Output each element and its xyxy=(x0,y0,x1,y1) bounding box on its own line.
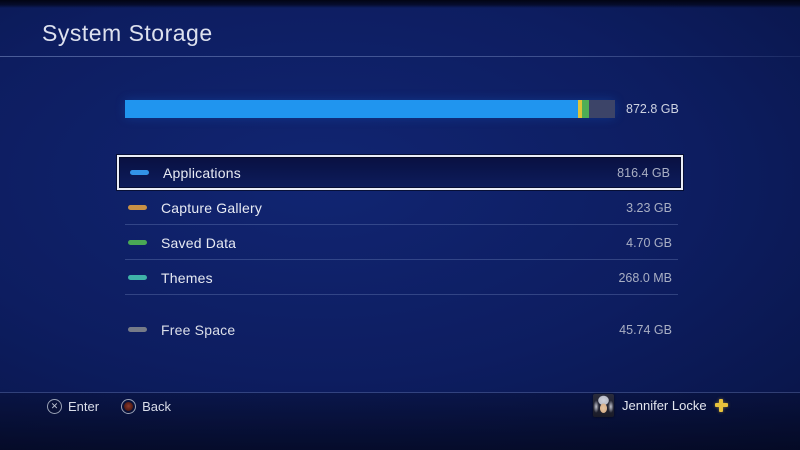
avatar xyxy=(593,393,614,417)
category-size: 4.70 GB xyxy=(626,235,672,250)
category-size: 45.74 GB xyxy=(619,322,672,337)
category-size: 268.0 MB xyxy=(618,270,672,285)
category-label: Applications xyxy=(163,164,241,181)
hint-label: Back xyxy=(142,398,171,414)
category-color-dash-icon xyxy=(130,170,149,175)
category-color-dash-icon xyxy=(128,327,147,332)
page-title: System Storage xyxy=(42,20,213,46)
saved-data-segment xyxy=(582,100,590,118)
category-label: Saved Data xyxy=(161,234,237,251)
circle-glyph xyxy=(124,401,134,411)
row-divider xyxy=(125,259,678,260)
category-size: 816.4 GB xyxy=(617,165,670,180)
cross-glyph: ✕ xyxy=(50,400,59,411)
category-label: Themes xyxy=(161,269,213,286)
hint-enter: ✕ Enter xyxy=(47,398,100,414)
ps-plus-icon-bar xyxy=(714,403,728,407)
ps-plus-icon xyxy=(714,398,728,412)
applications-segment xyxy=(125,100,578,118)
list-item-applications[interactable]: Applications 816.4 GB xyxy=(117,155,683,190)
top-vignette xyxy=(0,0,800,8)
category-label: Capture Gallery xyxy=(161,199,263,216)
cross-button-icon: ✕ xyxy=(47,398,62,414)
list-item-saved-data[interactable]: Saved Data 4.70 GB xyxy=(117,225,683,260)
free-space-segment xyxy=(589,100,615,118)
hint-label: Enter xyxy=(68,398,100,414)
category-color-dash-icon xyxy=(128,275,147,280)
capture-gallery-segment xyxy=(577,100,583,118)
hint-back: Back xyxy=(121,398,171,414)
category-color-dash-icon xyxy=(128,205,147,210)
storage-total-label: 872.8 GB xyxy=(626,102,679,116)
storage-category-list: Applications 816.4 GB Capture Gallery 3.23 … xyxy=(117,155,683,347)
category-color-dash-icon xyxy=(128,240,147,245)
header-divider xyxy=(0,56,800,57)
list-item-free-space[interactable]: Free Space 45.74 GB xyxy=(117,312,683,347)
storage-usage-bar xyxy=(125,100,615,118)
row-divider xyxy=(125,224,678,225)
list-item-themes[interactable]: Themes 268.0 MB xyxy=(117,260,683,295)
circle-button-icon xyxy=(121,398,137,414)
controller-hints: ✕ Enter Back xyxy=(47,397,171,415)
category-label: Free Space xyxy=(161,321,236,338)
list-item-capture-gallery[interactable]: Capture Gallery 3.23 GB xyxy=(117,190,683,225)
user-name: Jennifer Locke xyxy=(622,397,707,413)
row-divider xyxy=(125,294,678,295)
footer-divider xyxy=(0,392,800,393)
user-profile[interactable]: Jennifer Locke xyxy=(593,393,728,417)
category-size: 3.23 GB xyxy=(626,200,672,215)
